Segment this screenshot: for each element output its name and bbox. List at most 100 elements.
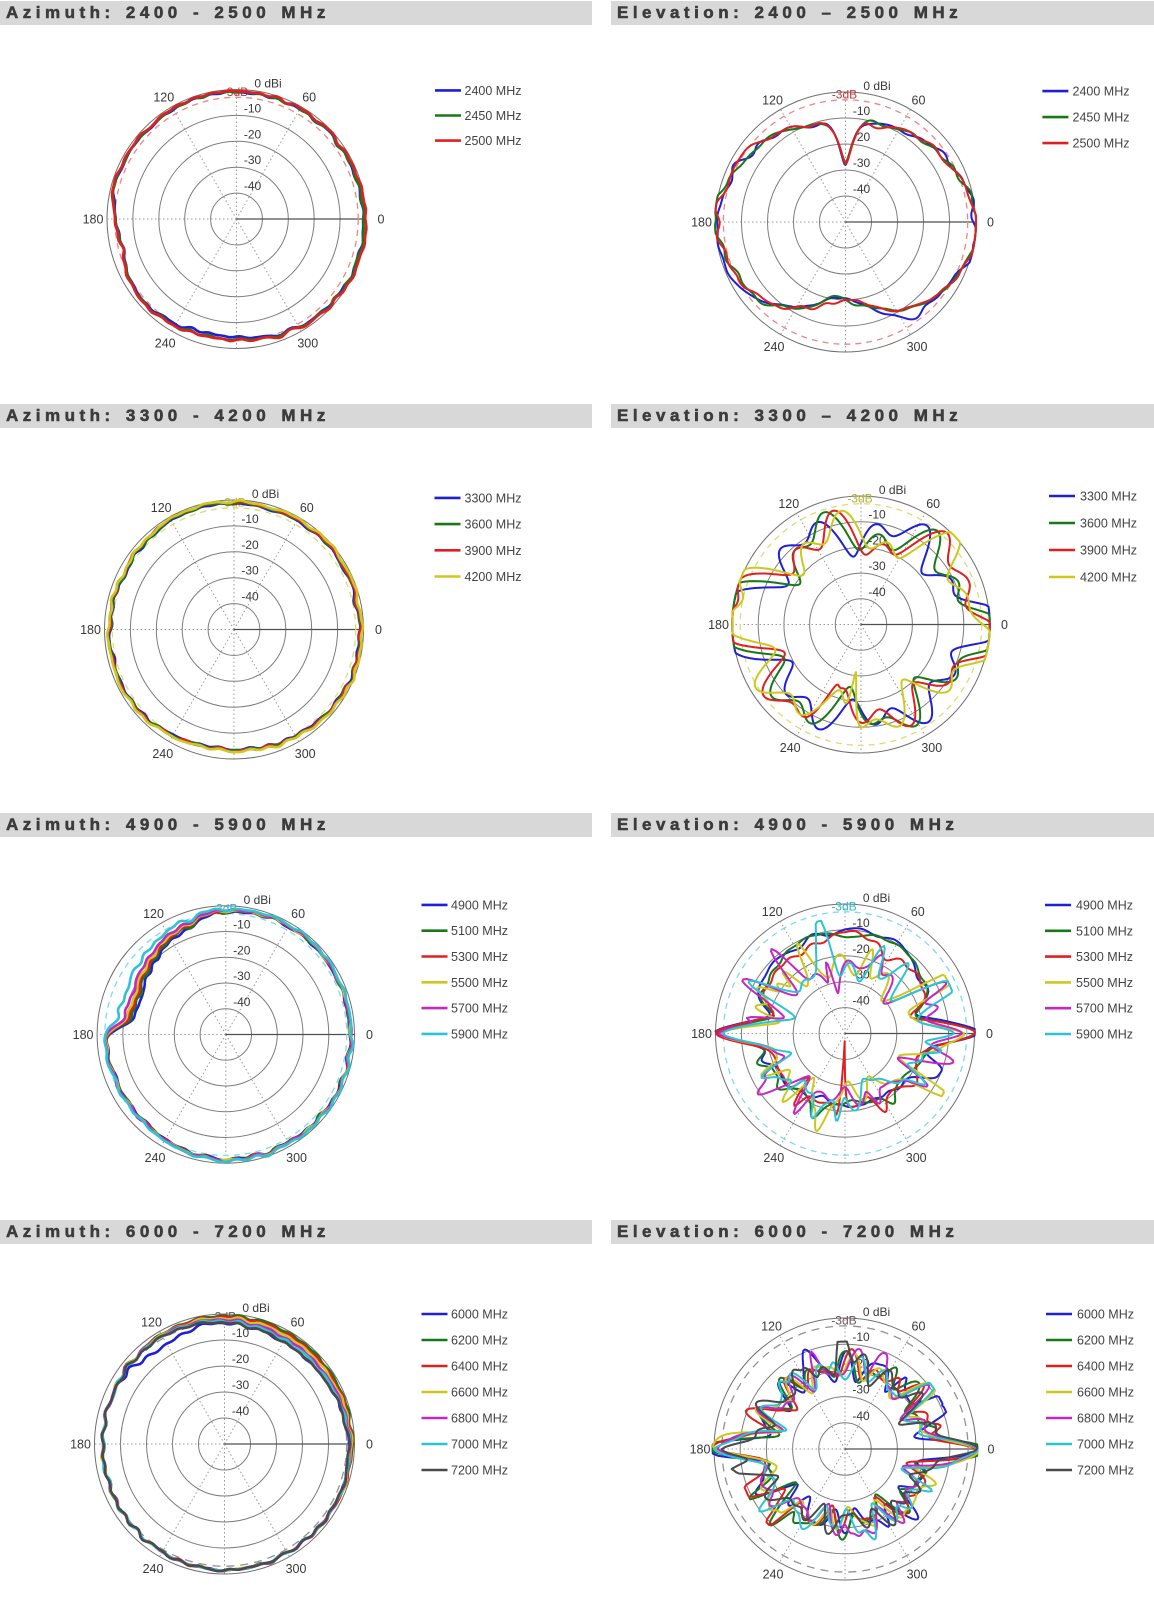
svg-text:6600 MHz: 6600 MHz [451,1386,508,1400]
svg-text:0 dBi: 0 dBi [863,891,890,905]
svg-text:5100 MHz: 5100 MHz [1076,924,1133,938]
svg-text:120: 120 [153,91,174,105]
svg-text:300: 300 [297,336,318,350]
svg-text:240: 240 [763,1151,784,1165]
svg-text:-30: -30 [852,1383,870,1397]
svg-text:5500 MHz: 5500 MHz [1076,976,1133,990]
svg-text:-10: -10 [233,918,251,932]
svg-text:6000 MHz: 6000 MHz [1077,1308,1134,1322]
svg-text:240: 240 [143,1562,164,1576]
svg-text:5900 MHz: 5900 MHz [1076,1028,1133,1042]
svg-text:-10: -10 [241,512,259,526]
svg-text:0: 0 [987,216,994,230]
svg-text:0 dBi: 0 dBi [242,1301,269,1315]
svg-text:120: 120 [762,93,783,107]
svg-text:7200 MHz: 7200 MHz [451,1464,508,1478]
svg-text:180: 180 [70,1438,91,1452]
svg-text:-40: -40 [852,994,870,1008]
svg-text:120: 120 [143,907,164,921]
svg-text:2500 MHz: 2500 MHz [1073,137,1130,151]
svg-text:120: 120 [778,497,799,511]
svg-text:60: 60 [302,91,316,105]
svg-text:6200 MHz: 6200 MHz [451,1334,508,1348]
svg-text:300: 300 [286,1562,307,1576]
svg-text:-10: -10 [232,1326,250,1340]
svg-text:-30: -30 [233,969,251,983]
svg-text:-40: -40 [853,182,871,196]
svg-text:0 dBi: 0 dBi [879,483,906,497]
svg-text:6000 MHz: 6000 MHz [451,1308,508,1322]
svg-text:5900 MHz: 5900 MHz [451,1027,508,1041]
svg-text:0: 0 [986,1027,993,1041]
svg-text:2400 MHz: 2400 MHz [1073,85,1130,99]
svg-text:0: 0 [988,1443,995,1457]
svg-text:120: 120 [141,1315,162,1329]
svg-text:3900 MHz: 3900 MHz [465,544,522,558]
svg-text:60: 60 [291,1315,305,1329]
svg-text:-30: -30 [868,559,886,573]
svg-text:300: 300 [295,747,316,761]
svg-text:6600 MHz: 6600 MHz [1077,1386,1134,1400]
svg-text:7200 MHz: 7200 MHz [1077,1464,1134,1478]
svg-text:0 dBi: 0 dBi [252,487,279,501]
svg-text:60: 60 [912,1319,926,1333]
svg-text:60: 60 [926,497,940,511]
svg-text:-30: -30 [241,564,259,578]
svg-text:-20: -20 [241,538,259,552]
svg-text:300: 300 [921,741,942,755]
svg-text:-40: -40 [232,1404,250,1418]
svg-text:5500 MHz: 5500 MHz [451,976,508,990]
svg-text:6800 MHz: 6800 MHz [1077,1412,1134,1426]
svg-text:180: 180 [690,1443,711,1457]
svg-text:0: 0 [366,1438,373,1452]
svg-text:-3dB: -3dB [831,900,856,914]
svg-text:2400 MHz: 2400 MHz [465,84,522,98]
svg-text:-40: -40 [868,585,886,599]
svg-text:-20: -20 [852,942,870,956]
svg-text:-40: -40 [241,590,259,604]
svg-text:0: 0 [1001,618,1008,632]
svg-text:-40: -40 [852,1409,870,1423]
svg-text:180: 180 [691,216,712,230]
svg-text:300: 300 [286,1151,307,1165]
svg-text:-20: -20 [233,943,251,957]
svg-text:120: 120 [762,905,783,919]
svg-text:-20: -20 [232,1352,250,1366]
svg-text:-30: -30 [232,1378,250,1392]
svg-text:-20: -20 [244,127,262,141]
svg-text:4900 MHz: 4900 MHz [1076,899,1133,913]
svg-text:60: 60 [912,93,926,107]
svg-text:4200 MHz: 4200 MHz [465,570,522,584]
svg-text:2450 MHz: 2450 MHz [1073,111,1130,125]
svg-text:180: 180 [691,1027,712,1041]
svg-text:180: 180 [80,623,101,637]
svg-text:5100 MHz: 5100 MHz [451,924,508,938]
svg-text:3300 MHz: 3300 MHz [1080,490,1137,504]
svg-text:5700 MHz: 5700 MHz [451,1002,508,1016]
svg-text:60: 60 [911,905,925,919]
svg-text:300: 300 [906,1151,927,1165]
svg-text:180: 180 [708,618,729,632]
svg-text:240: 240 [152,747,173,761]
svg-text:120: 120 [151,501,172,515]
svg-text:5300 MHz: 5300 MHz [451,950,508,964]
svg-text:180: 180 [73,1028,94,1042]
svg-text:240: 240 [764,340,785,354]
svg-text:2500 MHz: 2500 MHz [465,134,522,148]
svg-text:-30: -30 [244,153,262,167]
svg-text:0 dBi: 0 dBi [863,1305,890,1319]
svg-text:240: 240 [145,1151,166,1165]
svg-text:2450 MHz: 2450 MHz [465,109,522,123]
svg-text:7000 MHz: 7000 MHz [451,1438,508,1452]
svg-text:7000 MHz: 7000 MHz [1077,1438,1134,1452]
svg-text:-3dB: -3dB [831,1314,856,1328]
svg-text:-10: -10 [244,101,262,115]
svg-text:6200 MHz: 6200 MHz [1077,1334,1134,1348]
svg-text:5700 MHz: 5700 MHz [1076,1002,1133,1016]
svg-text:6400 MHz: 6400 MHz [1077,1360,1134,1374]
svg-text:4900 MHz: 4900 MHz [451,898,508,912]
svg-text:0 dBi: 0 dBi [244,893,271,907]
svg-text:180: 180 [83,213,104,227]
svg-text:60: 60 [291,907,305,921]
svg-text:-10: -10 [852,1330,870,1344]
